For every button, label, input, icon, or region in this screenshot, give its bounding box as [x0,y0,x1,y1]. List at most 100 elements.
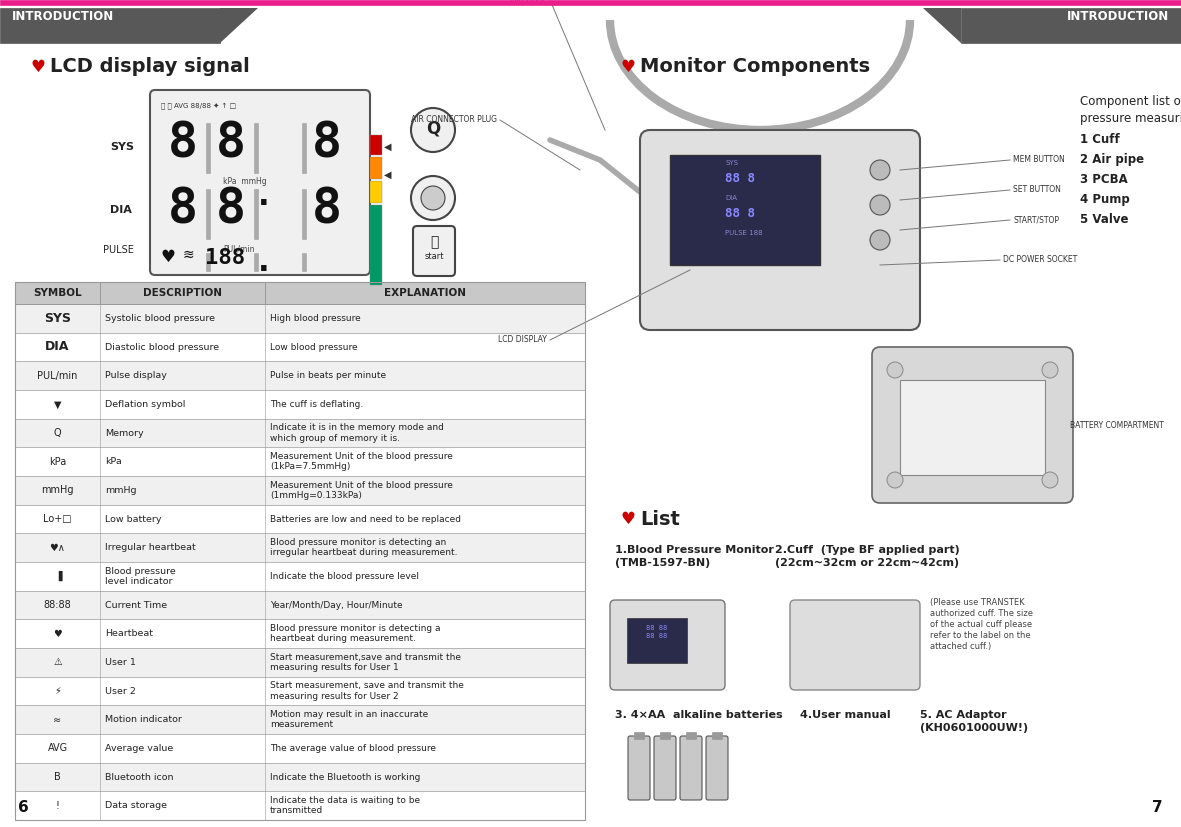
FancyBboxPatch shape [611,600,725,690]
Bar [370,157,381,179]
Text: ▼: ▼ [54,399,61,409]
Text: 2.Cuff  (Type BF applied part)
(22cm~32cm or 22cm~42cm): 2.Cuff (Type BF applied part) (22cm~32cm… [775,545,960,568]
Text: Motion may result in an inaccurate
measurement: Motion may result in an inaccurate measu… [270,710,429,729]
Circle shape [887,472,903,488]
Text: ♥: ♥ [159,248,175,266]
Text: START/STOP: START/STOP [1013,216,1059,224]
Circle shape [870,230,890,250]
Bar [15,791,585,820]
Bar [15,562,585,590]
Text: The cuff is deflating.: The cuff is deflating. [270,399,364,409]
Text: mmHg: mmHg [41,485,73,495]
Text: DESCRIPTION: DESCRIPTION [143,288,222,298]
Text: Blood pressure monitor is detecting an
irregular heartbeat during measurement.: Blood pressure monitor is detecting an i… [270,538,457,557]
Text: 8: 8 [216,185,246,233]
Text: ≈: ≈ [53,715,61,724]
FancyBboxPatch shape [628,736,650,800]
Text: ♥∧: ♥∧ [50,543,65,552]
Text: 🔒 🔍 AVG 88/88 ✦ ↑ □: 🔒 🔍 AVG 88/88 ✦ ↑ □ [161,103,236,110]
Bar [205,253,210,271]
Text: INTRODUCTION: INTRODUCTION [12,10,115,23]
Bar [205,123,210,173]
Text: INTRODUCTION: INTRODUCTION [1066,10,1169,23]
Text: DC POWER SOCKET: DC POWER SOCKET [1003,256,1077,265]
Text: Heartbeat: Heartbeat [105,629,154,638]
Text: Average value: Average value [105,743,174,753]
Text: 88:88: 88:88 [44,600,71,610]
Text: 88 8: 88 8 [725,172,755,185]
Bar [15,282,585,304]
Text: 6: 6 [18,800,28,815]
FancyBboxPatch shape [872,347,1074,503]
Text: 5. AC Adaptor
(KH0601000UW!): 5. AC Adaptor (KH0601000UW!) [920,710,1029,734]
Circle shape [870,160,890,180]
Text: Irregular heartbeat: Irregular heartbeat [105,543,196,552]
FancyBboxPatch shape [654,736,676,800]
Text: Pulse display: Pulse display [105,371,167,380]
Text: ⚡: ⚡ [54,686,61,696]
Text: Measurement Unit of the blood pressure
(1mmHg=0.133kPa): Measurement Unit of the blood pressure (… [270,480,452,500]
Bar [0,0,1181,5]
Text: Blood pressure
level indicator: Blood pressure level indicator [105,566,176,586]
Text: ◀: ◀ [384,170,391,180]
Bar [15,676,585,705]
Text: 8: 8 [216,119,246,167]
Text: EXPLANATION: EXPLANATION [384,288,466,298]
Bar [302,123,306,173]
Bar [634,732,644,739]
Polygon shape [220,8,257,43]
Bar [712,732,722,739]
Text: mmHg: mmHg [105,485,137,495]
Bar [627,618,687,663]
Text: 7: 7 [1153,800,1163,815]
Bar [15,705,585,734]
Text: !: ! [56,801,59,810]
FancyBboxPatch shape [790,600,920,690]
Text: ♥: ♥ [620,510,635,528]
Circle shape [870,195,890,215]
Text: ⏻: ⏻ [430,235,438,249]
Text: Motion indicator: Motion indicator [105,715,182,724]
Text: LCD DISPLAY: LCD DISPLAY [498,336,547,345]
Text: User 1: User 1 [105,657,136,667]
FancyBboxPatch shape [413,226,455,276]
Bar [15,734,585,762]
Text: PULSE: PULSE [103,245,133,255]
Text: SYS: SYS [44,312,71,325]
Text: Indicate it is in the memory mode and
which group of memory it is.: Indicate it is in the memory mode and wh… [270,423,444,442]
Text: SET BUTTON: SET BUTTON [1013,185,1061,194]
Text: ⚠: ⚠ [53,657,61,667]
Bar [686,732,696,739]
Text: Start measurement,save and transmit the
measuring results for User 1: Start measurement,save and transmit the … [270,653,461,672]
Text: Bluetooth icon: Bluetooth icon [105,772,174,782]
Text: Deflation symbol: Deflation symbol [105,399,185,409]
Text: 2 Air pipe: 2 Air pipe [1079,153,1144,166]
Text: kPa: kPa [105,457,122,466]
Bar [670,155,820,265]
Text: Diastolic blood pressure: Diastolic blood pressure [105,342,220,351]
Text: SYS: SYS [110,142,133,152]
Text: Indicate the blood pressure level: Indicate the blood pressure level [270,571,419,581]
Circle shape [411,176,455,220]
FancyBboxPatch shape [150,90,370,275]
Text: 8: 8 [168,185,198,233]
Text: PUL/min: PUL/min [223,244,254,253]
Text: ♥: ♥ [53,629,61,638]
Text: Q: Q [426,120,441,138]
Bar [15,533,585,562]
Bar [370,181,381,203]
Bar [254,253,257,271]
Bar [15,504,585,533]
Bar [15,390,585,418]
Text: start: start [424,252,444,261]
Text: 8: 8 [168,119,198,167]
Text: Data storage: Data storage [105,801,167,810]
Text: Current Time: Current Time [105,600,168,609]
Bar [205,189,210,239]
Text: Year/Month/Day, Hour/Minute: Year/Month/Day, Hour/Minute [270,600,403,609]
Bar [15,282,585,820]
Text: 4.User manual: 4.User manual [800,710,890,720]
Bar [254,189,257,239]
Text: Memory: Memory [105,428,144,437]
Text: ♥: ♥ [30,58,45,76]
